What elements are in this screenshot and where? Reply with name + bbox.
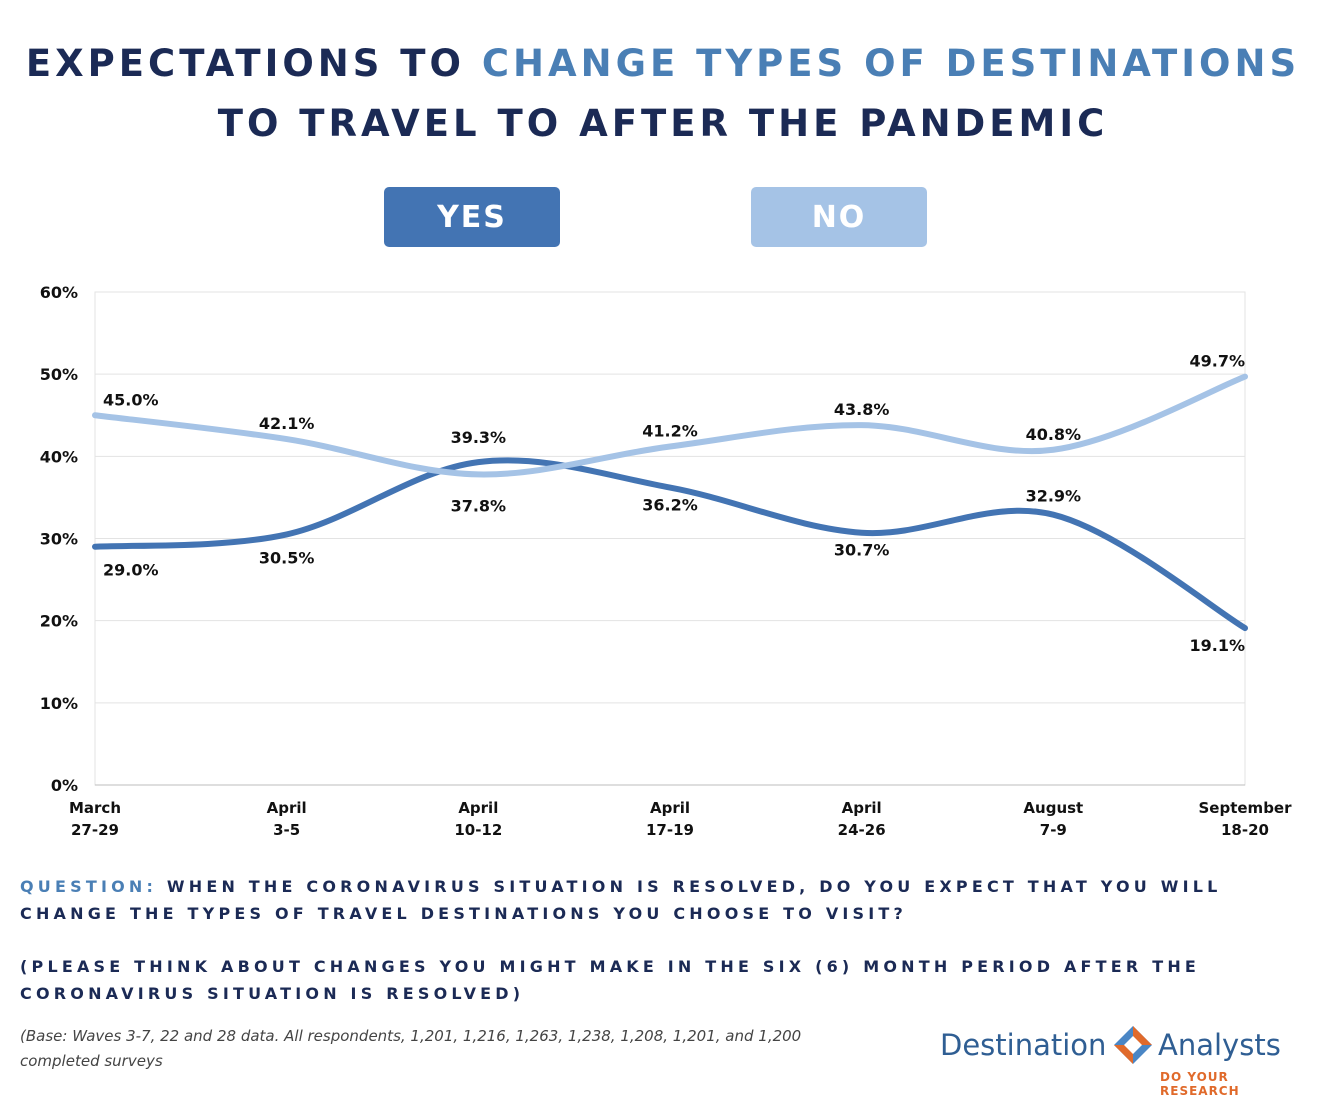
data-point-no [284,437,289,442]
data-point-yes [1243,626,1247,631]
series-line-yes [92,457,1248,632]
data-label-yes: 29.0% [103,561,159,580]
x-tick-label: September [1199,799,1293,817]
data-label-yes: 32.9% [1026,487,1082,506]
chart-title: EXPECTATIONS TO CHANGE TYPES OF DESTINAT… [0,34,1326,154]
data-label-no: 49.7% [1189,352,1245,371]
y-tick-label: 20% [40,612,78,631]
x-tick-label: August [1023,799,1083,817]
x-tick-label: 24-26 [838,821,886,839]
data-point-no [93,413,97,418]
data-label-no: 40.8% [1026,425,1082,444]
survey-question: QUESTION: WHEN THE CORONAVIRUS SITUATION… [20,873,1310,927]
x-tick-label: 3-5 [273,821,300,839]
data-label-no: 43.8% [834,400,890,419]
data-point-yes [859,530,864,535]
x-tick-label: 27-29 [71,821,119,839]
y-tick-label: 10% [40,694,78,713]
data-point-yes [284,532,289,537]
line-chart: 0% 10% 20% 30% 40% 50% 60% March 27-29 April 3-5 Ap… [40,283,1293,839]
data-label-no: 42.1% [259,414,315,433]
y-tick-label: 60% [40,283,78,302]
y-tick-label: 50% [40,365,78,384]
data-label-yes: 30.5% [259,548,315,567]
data-point-yes [1051,512,1056,517]
destination-analysts-logo: Destination Analysts DO YOUR RESEARCH [940,1018,1310,1098]
data-label-no: 41.2% [642,421,698,440]
x-tick-label: April [267,799,307,817]
x-tick-label: March [69,799,121,817]
legend-yes: YES [384,187,560,247]
data-label-no: 45.0% [103,390,159,409]
title-part-2-accent: CHANGE TYPES OF DESTINATIONS [481,42,1301,85]
data-label-yes: 30.7% [834,541,890,560]
x-tick-label: 17-19 [646,821,694,839]
y-tick-label: 40% [40,447,78,466]
data-point-no [668,444,672,449]
title-line-2: TO TRAVEL TO AFTER THE PANDEMIC [217,102,1109,145]
x-tick-label: 7-9 [1040,821,1067,839]
data-label-yes: 36.2% [642,496,698,515]
question-text: WHEN THE CORONAVIRUS SITUATION IS RESOLV… [20,877,1222,923]
data-point-yes [93,544,97,549]
x-tick-label: April [842,799,882,817]
data-point-no [1243,374,1247,379]
logo-tagline: DO YOUR RESEARCH [1160,1070,1240,1098]
logo-text-destination: Destination [940,1028,1107,1062]
legend-no: NO [751,187,927,247]
logo-text-analysts: Analysts [1158,1028,1281,1062]
title-line-1: EXPECTATIONS TO CHANGE TYPES OF DESTINAT… [0,34,1326,94]
base-note: (Base: Waves 3-7, 22 and 28 data. All re… [20,1027,802,1070]
x-tick-label: April [458,799,498,817]
data-point-yes [476,460,481,465]
x-tick-label: 10-12 [454,821,502,839]
data-point-yes [668,485,672,490]
logo-diamond-icon [1114,1026,1152,1064]
x-tick-label: April [650,799,690,817]
question-label: QUESTION: [20,877,158,896]
survey-question-note: (PLEASE THINK ABOUT CHANGES YOU MIGHT MA… [20,957,1201,1003]
data-point-no [859,423,864,428]
y-tick-label: 30% [40,530,78,549]
x-tick-label: 18-20 [1221,821,1269,839]
data-point-no [476,472,481,477]
data-point-no [1051,447,1056,452]
y-tick-label: 0% [51,776,78,795]
data-label-yes: 19.1% [1189,636,1245,655]
title-part-1: EXPECTATIONS TO [25,42,482,85]
data-label-no: 37.8% [451,496,507,515]
data-label-yes: 39.3% [451,428,507,447]
